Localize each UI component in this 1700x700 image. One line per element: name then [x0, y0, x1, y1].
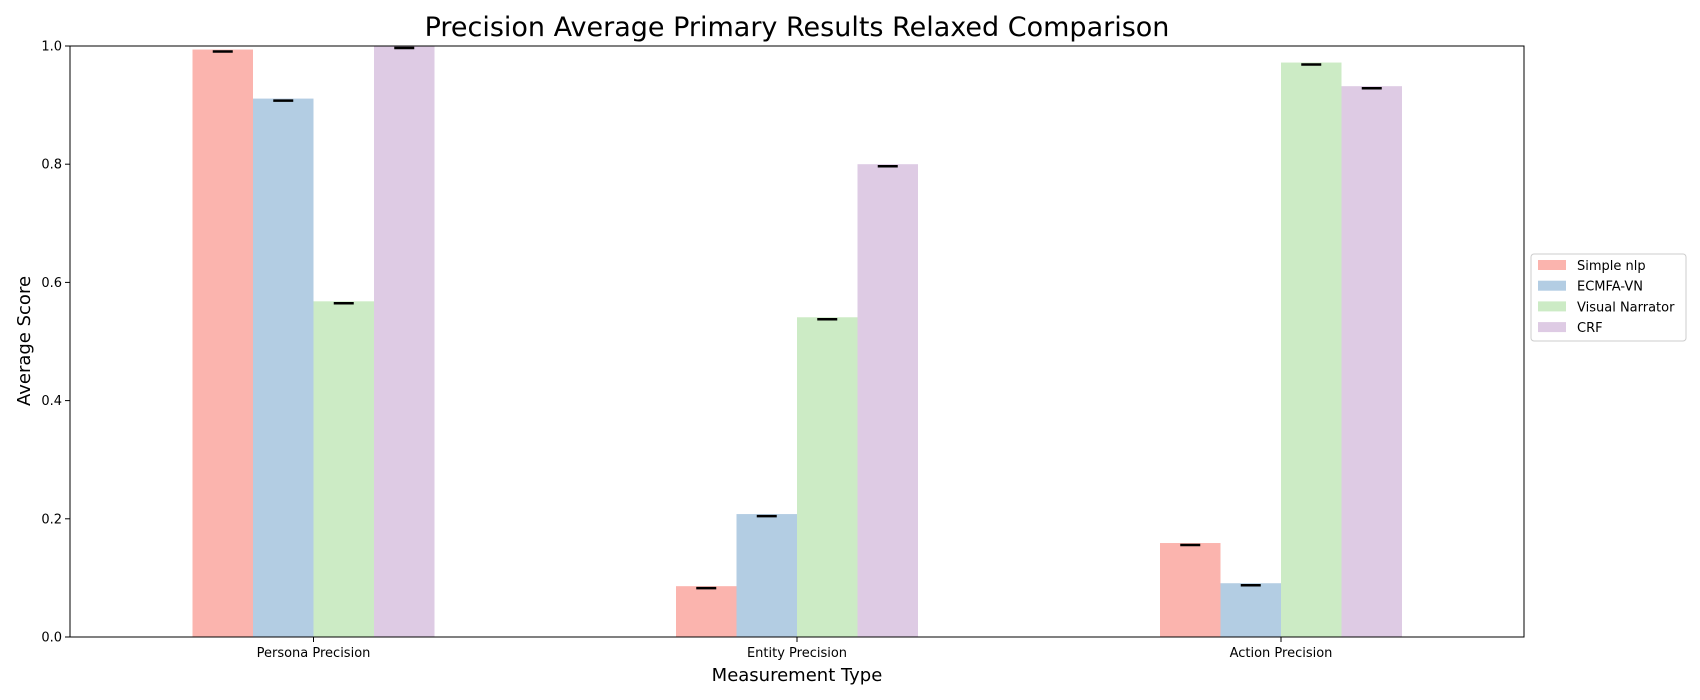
x-axis: Persona Precision Entity Precision Action …	[257, 637, 1333, 661]
y-axis-label: Average Score	[14, 276, 35, 406]
legend-label-0: Simple nlp	[1577, 259, 1646, 274]
legend-swatch-1	[1538, 280, 1566, 291]
legend-box	[1530, 253, 1687, 342]
bar-3-0	[374, 46, 435, 637]
legend-label-1: ECMFA-VN	[1577, 280, 1643, 295]
x-axis-label: Measurement Type	[712, 665, 883, 686]
chart-title: Precision Average Primary Results Relaxe…	[425, 12, 1170, 43]
bars-layer	[192, 46, 1402, 638]
legend: Simple nlp ECMFA-VN Visual Narrator CRF	[1530, 253, 1687, 342]
legend-label-3: CRF	[1577, 321, 1603, 336]
legend-swatch-3	[1538, 322, 1566, 333]
legend-swatch-2	[1538, 301, 1566, 312]
y-axis: 0.0 0.2 0.4 0.6 0.8 1.0	[41, 40, 70, 646]
y-tick-label: 0.8	[41, 158, 62, 173]
bar-3-1	[857, 164, 918, 637]
bar-0-1	[676, 586, 737, 637]
y-tick-label: 0.0	[41, 631, 62, 646]
legend-swatch-0	[1538, 260, 1566, 270]
bar-3-2	[1341, 86, 1402, 638]
legend-label-2: Visual Narrator	[1577, 300, 1675, 315]
bar-1-0	[253, 98, 314, 637]
x-tick-label: Persona Precision	[257, 646, 371, 661]
bar-2-0	[313, 301, 374, 637]
y-tick-label: 1.0	[41, 40, 62, 55]
y-tick-label: 0.2	[41, 512, 62, 527]
y-tick-label: 0.4	[41, 394, 62, 409]
bar-0-2	[1160, 543, 1221, 637]
bar-2-1	[797, 317, 858, 637]
bar-2-2	[1281, 62, 1342, 638]
error-bars-layer	[212, 46, 1382, 590]
x-tick-label: Action Precision	[1230, 646, 1333, 661]
bar-1-1	[736, 514, 797, 637]
bar-0-0	[192, 49, 253, 637]
y-tick-label: 0.6	[41, 276, 62, 291]
bar-1-2	[1220, 583, 1281, 637]
x-tick-label: Entity Precision	[747, 646, 847, 661]
